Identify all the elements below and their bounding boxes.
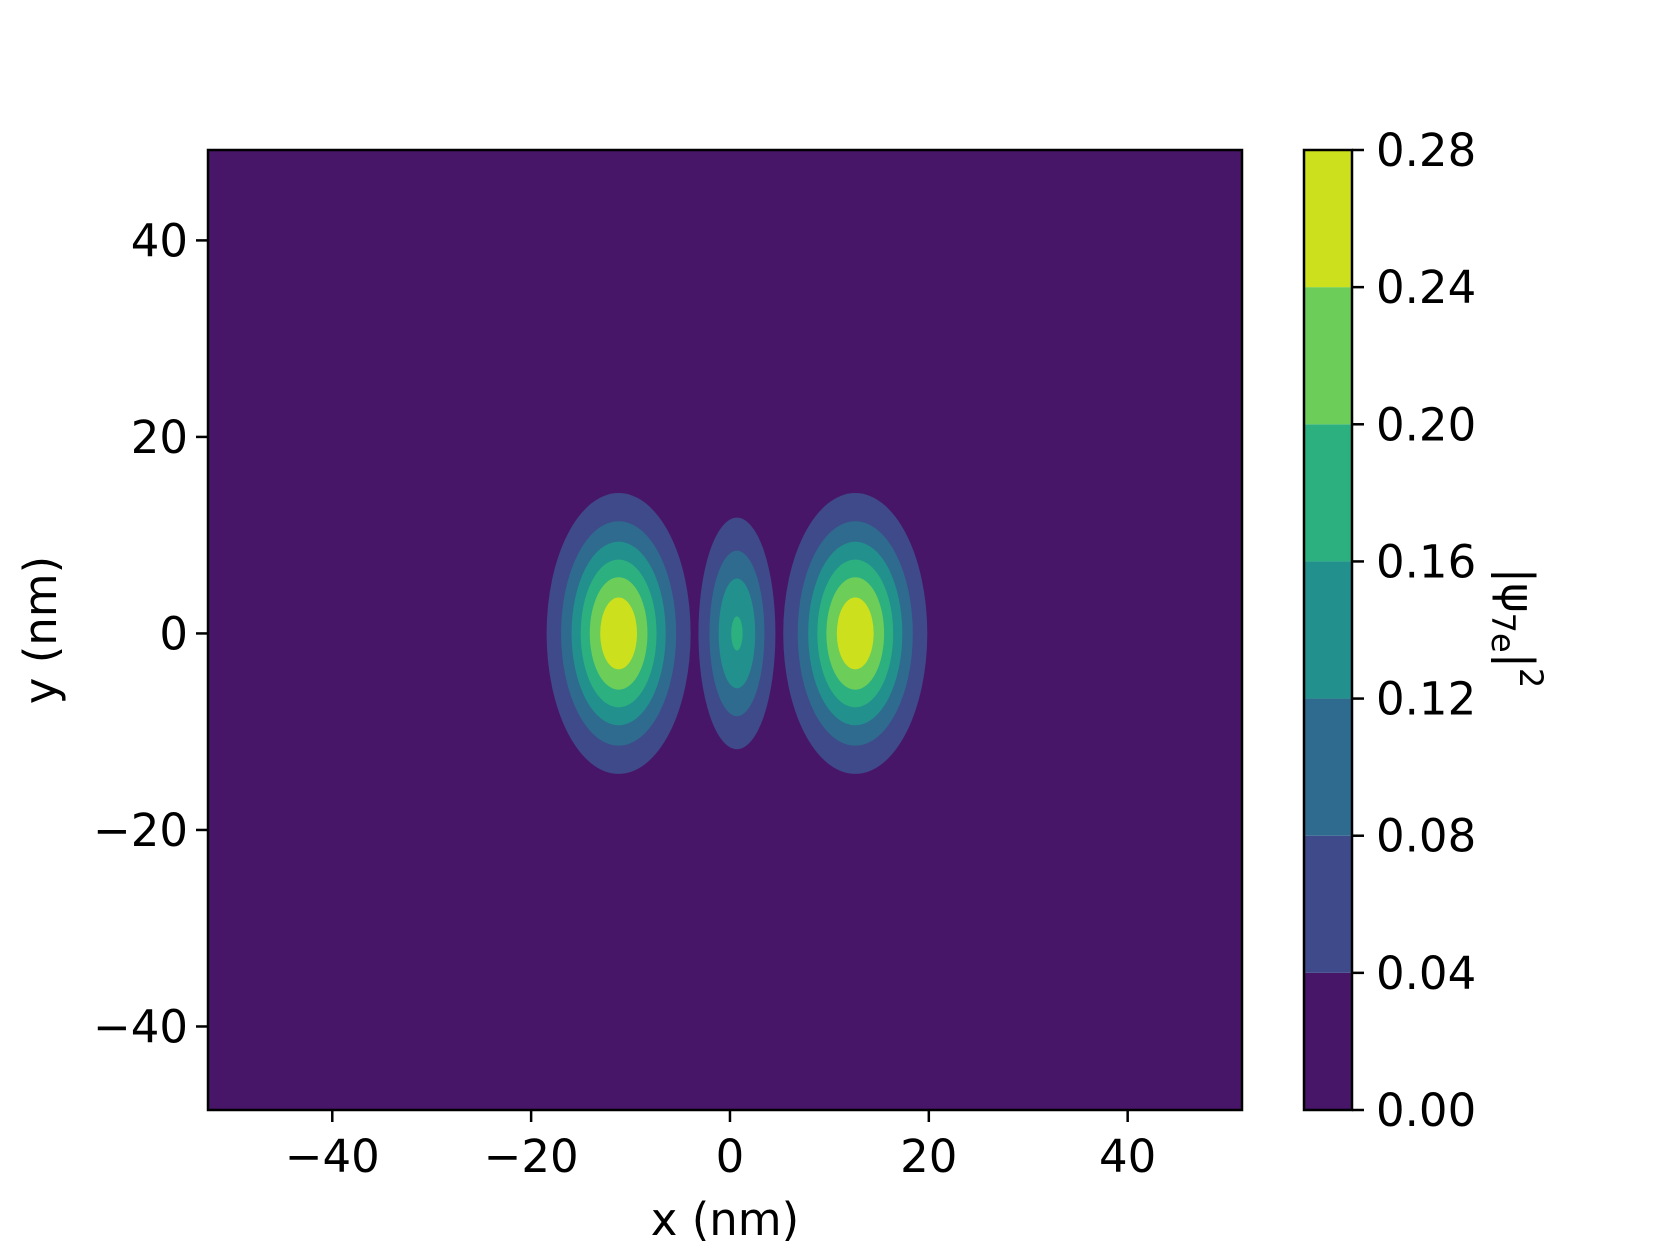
colorbar-label-sup: 2 [1512,668,1550,688]
colorbar-label-sub: 7e [1484,613,1522,653]
x-tick-label: 20 [900,1130,957,1183]
contour-band-lobe1-level6 [600,597,638,670]
contour-band-lobe2-level4 [731,616,743,651]
colorbar [1304,150,1352,1110]
contour-fills [546,492,928,774]
x-tick-label: 40 [1099,1130,1156,1183]
colorbar-tick-label: 0.12 [1376,673,1476,726]
colorbar-tick-label: 0.20 [1376,398,1476,451]
colorbar-band [1304,150,1352,288]
y-tick-label: −20 [93,804,188,857]
x-tick-label: −40 [285,1130,380,1183]
colorbar-label-base: |ψ [1491,568,1544,613]
colorbar-band [1304,561,1352,699]
colorbar-band [1304,287,1352,425]
x-tick-label: −20 [484,1130,579,1183]
plot-frame [206,148,1244,1112]
x-axis-ticks: −40 −20 0 20 40 [285,1110,1156,1183]
colorbar-tick-label: 0.24 [1376,261,1476,314]
colorbar-label: |ψ7e|2 [1484,568,1550,688]
y-tick-label: 20 [131,411,188,464]
y-axis-label: y (nm) [14,556,67,704]
colorbar-tick-label: 0.28 [1376,124,1476,177]
x-tick-label: 0 [716,1130,745,1183]
x-axis-label: x (nm) [651,1193,799,1245]
colorbar-tick-label: 0.00 [1376,1084,1476,1137]
colorbar-band [1304,835,1352,973]
y-tick-label: −40 [93,1000,188,1053]
colorbar-frame [1302,148,1354,1112]
contour-band-lobe3-level6 [836,597,874,670]
colorbar-band [1304,698,1352,836]
y-axis-ticks: −40 −20 0 20 40 [93,214,208,1053]
colorbar-band [1304,424,1352,562]
y-tick-label: 40 [131,214,188,267]
colorbar-tick-label: 0.04 [1376,947,1476,1000]
colorbar-label-close: | [1491,653,1544,668]
y-tick-label: 0 [159,607,188,660]
colorbar-ticks: 0.00 0.04 0.08 0.12 0.16 0.20 0.24 0.28 [1352,124,1476,1137]
colorbar-tick-label: 0.08 [1376,810,1476,863]
colorbar-tick-label: 0.16 [1376,535,1476,588]
colorbar-band [1304,972,1352,1110]
